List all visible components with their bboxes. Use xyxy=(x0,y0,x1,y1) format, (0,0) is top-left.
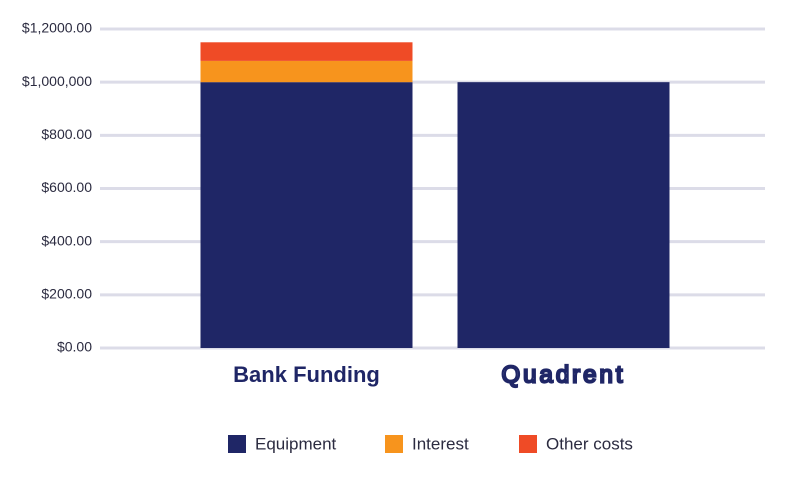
legend-label: Equipment xyxy=(255,434,337,453)
y-tick-label: $1,000,000 xyxy=(22,73,92,89)
x-tick-label: Quadrent xyxy=(501,361,625,388)
bar-segment xyxy=(200,60,413,83)
bar-segment xyxy=(200,82,413,349)
legend-swatch xyxy=(385,435,403,453)
y-tick-label: $600.00 xyxy=(41,179,92,195)
y-tick-label: $800.00 xyxy=(41,126,92,142)
bar-segment xyxy=(457,82,670,349)
y-tick-label: $1,2000.00 xyxy=(22,20,92,36)
legend-label: Other costs xyxy=(546,434,633,453)
y-tick-label: $400.00 xyxy=(41,232,92,248)
bar-segment xyxy=(200,42,413,61)
legend-swatch xyxy=(228,435,246,453)
x-tick-label: Bank Funding xyxy=(233,362,380,387)
legend-label: Interest xyxy=(412,434,469,453)
y-tick-label: $0.00 xyxy=(57,339,92,355)
y-tick-label: $200.00 xyxy=(41,286,92,302)
legend-swatch xyxy=(519,435,537,453)
